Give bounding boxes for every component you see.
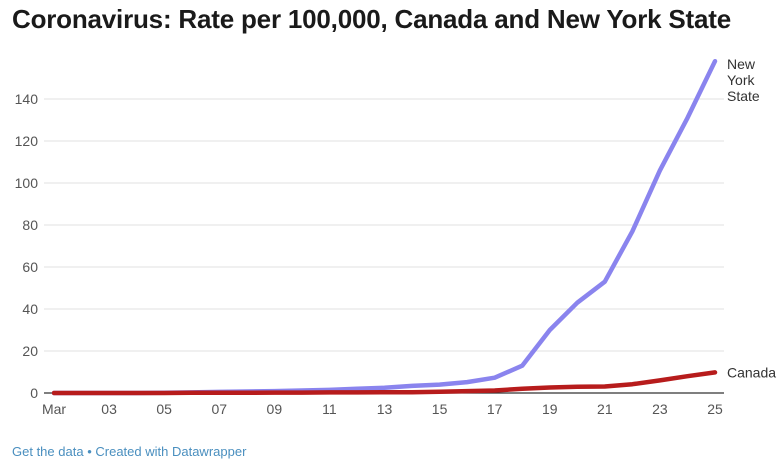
x-tick-label: 03 bbox=[101, 401, 117, 417]
get-the-data-link[interactable]: Get the data bbox=[12, 444, 84, 459]
footer-separator: • bbox=[87, 444, 92, 459]
chart-title: Coronavirus: Rate per 100,000, Canada an… bbox=[12, 4, 731, 34]
line-chart: 0 20 40 60 80 100 120 140 Mar 03 05 07 09 11 13 15 17 19… bbox=[15, 56, 777, 417]
footer: Get the data • Created with Datawrapper bbox=[12, 444, 246, 459]
y-tick-label: 100 bbox=[15, 175, 39, 191]
x-tick-label: 13 bbox=[377, 401, 393, 417]
x-tick-label: 05 bbox=[156, 401, 172, 417]
y-tick-label: 120 bbox=[15, 133, 39, 149]
series-label-canada: Canada bbox=[727, 364, 776, 380]
series-line-new-york-state bbox=[51, 58, 718, 396]
created-with-datawrapper-link[interactable]: Created with Datawrapper bbox=[95, 444, 247, 459]
x-tick-label: 23 bbox=[652, 401, 668, 417]
x-tick-label: 19 bbox=[542, 401, 558, 417]
y-tick-label: 0 bbox=[30, 385, 38, 401]
x-tick-label: 11 bbox=[322, 401, 337, 417]
x-tick-label: 21 bbox=[597, 401, 613, 417]
x-tick-label: 25 bbox=[707, 401, 723, 417]
series-lines bbox=[51, 58, 718, 396]
x-tick-label: 07 bbox=[211, 401, 227, 417]
y-tick-label: 20 bbox=[22, 343, 38, 359]
y-tick-label: 140 bbox=[15, 91, 39, 107]
gridlines bbox=[44, 98, 724, 352]
y-tick-label: 60 bbox=[22, 259, 38, 275]
x-tick-label: 17 bbox=[487, 401, 503, 417]
x-tick-label: Mar bbox=[42, 401, 66, 417]
series-line-canada bbox=[51, 370, 718, 396]
series-labels: New York State Canada bbox=[727, 56, 776, 380]
x-axis: Mar 03 05 07 09 11 13 15 17 19 21 23 25 bbox=[42, 392, 724, 417]
x-tick-label: 09 bbox=[267, 401, 283, 417]
series-label-new-york-state: New York State bbox=[727, 56, 760, 104]
y-tick-label: 80 bbox=[22, 217, 38, 233]
y-tick-labels: 0 20 40 60 80 100 120 140 bbox=[15, 91, 39, 401]
y-tick-label: 40 bbox=[22, 301, 38, 317]
x-tick-label: 15 bbox=[432, 401, 448, 417]
